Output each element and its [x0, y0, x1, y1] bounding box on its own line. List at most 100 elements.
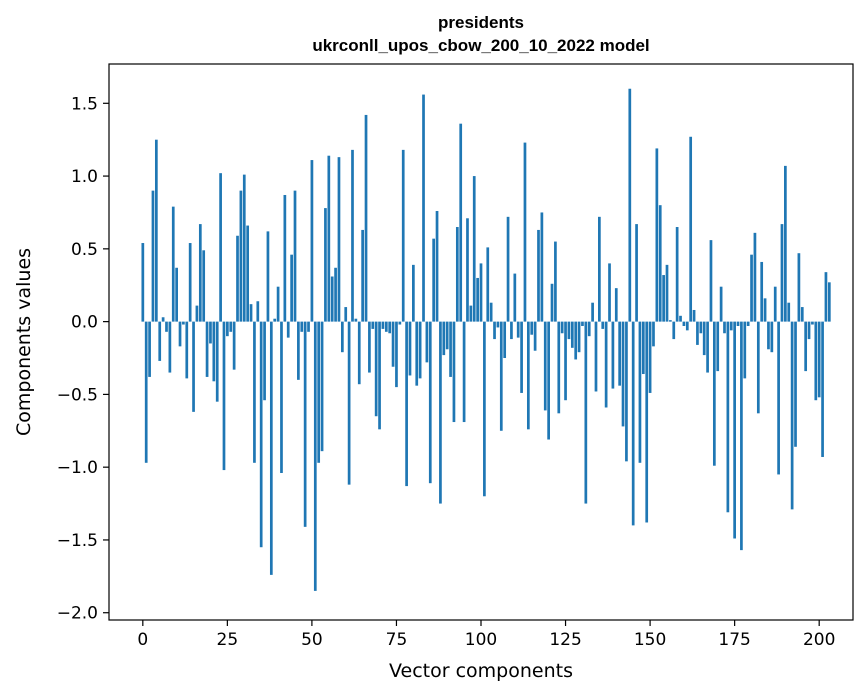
x-tick-label: 50	[301, 630, 323, 650]
bar-48	[303, 321, 307, 527]
bar-203	[827, 282, 831, 322]
y-tick-label: 1.5	[71, 94, 98, 114]
bar-26	[229, 321, 233, 332]
bar-175	[733, 321, 736, 539]
y-tick-label: −0.5	[57, 385, 98, 405]
bar-111	[516, 321, 520, 338]
bar-164	[696, 321, 699, 345]
bar-163	[692, 309, 696, 322]
bar-185	[767, 321, 770, 350]
y-axis-label: Components values	[13, 248, 35, 436]
x-axis-label: Vector components	[389, 660, 573, 682]
bar-35	[259, 321, 263, 548]
bar-16	[195, 305, 199, 322]
bar-19	[205, 321, 209, 377]
bar-24	[222, 321, 226, 471]
bar-125	[564, 321, 567, 401]
bar-88	[439, 321, 442, 504]
bar-102	[486, 247, 490, 322]
bar-152	[655, 148, 659, 322]
bar-20	[209, 321, 212, 344]
bar-153	[658, 205, 662, 322]
bar-174	[729, 321, 733, 331]
bar-135	[598, 216, 601, 322]
bar-67	[368, 321, 371, 373]
bar-77	[401, 149, 405, 322]
bar-73	[388, 321, 392, 334]
bar-173	[726, 321, 730, 513]
bar-171	[719, 286, 723, 322]
bar-193	[794, 321, 797, 447]
bar-5	[158, 321, 162, 361]
bar-122	[554, 241, 557, 322]
bar-76	[398, 321, 402, 325]
bar-196	[804, 321, 808, 372]
x-tick-label: 75	[386, 630, 408, 650]
bar-89	[442, 321, 446, 356]
bar-141	[618, 321, 622, 386]
bar-121	[550, 283, 554, 322]
bar-145	[631, 321, 635, 526]
bar-158	[675, 227, 679, 322]
bar-202	[824, 272, 828, 322]
bar-198	[811, 321, 814, 325]
bar-139	[611, 321, 615, 389]
bar-84	[425, 321, 429, 363]
x-tick-label: 0	[137, 630, 148, 650]
bar-183	[760, 261, 764, 322]
bar-184	[763, 298, 767, 322]
bar-109	[510, 321, 513, 340]
bar-161	[685, 321, 689, 331]
bar-30	[242, 174, 246, 322]
bar-6	[161, 317, 165, 322]
bar-151	[652, 321, 655, 347]
bar-66	[364, 114, 368, 322]
bar-187	[773, 286, 777, 322]
bars-group	[141, 88, 831, 591]
bar-56	[330, 276, 334, 322]
bar-45	[293, 190, 297, 322]
bar-37	[266, 231, 270, 322]
bar-0	[141, 243, 145, 322]
bar-58	[337, 157, 341, 322]
bar-107	[503, 321, 507, 359]
bar-29	[239, 190, 243, 322]
bar-93	[455, 227, 459, 322]
bar-186	[770, 321, 774, 353]
bar-12	[182, 321, 185, 325]
bar-176	[736, 321, 740, 326]
bar-119	[543, 321, 547, 411]
x-tick-label: 125	[549, 630, 581, 650]
bar-57	[334, 267, 337, 322]
bar-103	[489, 302, 493, 322]
bar-13	[185, 321, 189, 379]
bar-128	[574, 321, 578, 360]
bar-59	[340, 321, 344, 353]
bar-150	[648, 321, 652, 393]
bar-178	[743, 321, 747, 379]
bar-167	[706, 321, 709, 373]
bar-134	[594, 321, 598, 392]
bar-4	[154, 139, 158, 322]
bar-62	[351, 149, 354, 322]
bar-146	[635, 224, 638, 322]
bar-34	[256, 301, 260, 322]
bar-55	[327, 155, 331, 322]
bar-123	[557, 321, 561, 414]
bar-142	[621, 321, 625, 427]
bar-91	[449, 321, 452, 377]
bar-65	[361, 229, 364, 322]
bar-143	[625, 321, 628, 462]
bar-60	[344, 307, 348, 322]
bar-44	[290, 254, 293, 322]
bar-14	[188, 243, 192, 322]
bar-52	[317, 321, 321, 463]
bar-94	[459, 123, 463, 322]
bar-8	[168, 321, 172, 373]
bar-80	[412, 264, 415, 322]
bar-70	[378, 321, 381, 430]
bar-132	[587, 321, 591, 337]
bar-25	[226, 321, 229, 337]
bar-168	[709, 240, 713, 322]
bar-162	[689, 136, 693, 322]
